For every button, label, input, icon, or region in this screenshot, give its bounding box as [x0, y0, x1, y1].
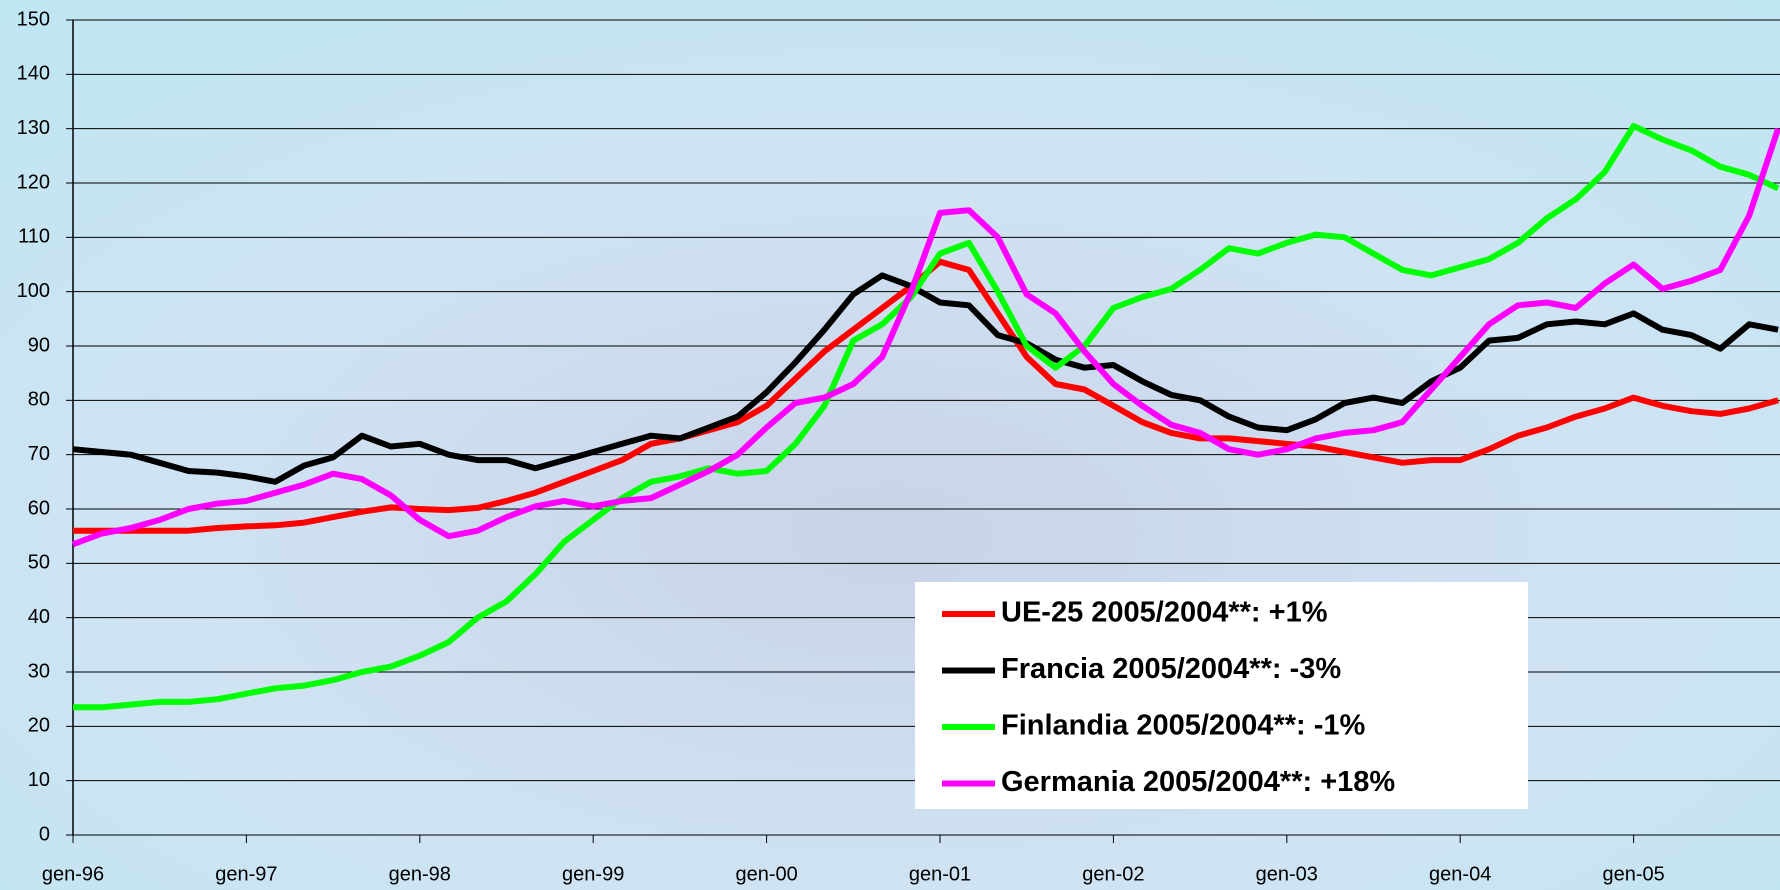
x-tick-label: gen-02 [1082, 863, 1144, 885]
legend-label: UE-25 2005/2004**: +1% [1001, 597, 1328, 629]
x-tick-label: gen-96 [42, 863, 104, 885]
y-tick-label: 150 [17, 8, 50, 30]
y-tick-label: 130 [17, 117, 50, 139]
x-tick-label: gen-01 [909, 863, 971, 885]
y-tick-label: 40 [28, 606, 50, 628]
x-tick-label: gen-99 [562, 863, 624, 885]
y-tick-label: 90 [28, 334, 50, 356]
x-tick-label: gen-00 [735, 863, 797, 885]
x-tick-label: gen-03 [1256, 863, 1318, 885]
x-tick-label: gen-04 [1429, 863, 1491, 885]
y-tick-label: 120 [17, 171, 50, 193]
y-tick-label: 30 [28, 660, 50, 682]
y-tick-label: 50 [28, 552, 50, 574]
y-tick-label: 0 [39, 823, 50, 845]
y-tick-label: 10 [28, 769, 50, 791]
y-tick-label: 80 [28, 389, 50, 411]
chart: 0 10 20 30 40 50 60 70 80 90 100 110 120 130 140 150 gen… [0, 0, 1780, 890]
y-tick-label: 70 [28, 443, 50, 465]
y-tick-label: 20 [28, 715, 50, 737]
legend-label: Germania 2005/2004**: +18% [1001, 766, 1395, 798]
y-tick-label: 110 [18, 226, 50, 248]
legend-label: Francia 2005/2004**: -3% [1001, 653, 1341, 685]
y-tick-label: 100 [17, 280, 50, 302]
x-tick-label: gen-98 [389, 863, 451, 885]
x-tick-label: gen-05 [1602, 863, 1664, 885]
x-tick-label: gen-97 [215, 863, 277, 885]
page: 0 10 20 30 40 50 60 70 80 90 100 110 120 130 140 150 gen… [0, 0, 1780, 890]
legend-label: Finlandia 2005/2004**: -1% [1001, 710, 1365, 742]
y-tick-label: 60 [28, 497, 50, 519]
y-tick-label: 140 [17, 63, 50, 85]
